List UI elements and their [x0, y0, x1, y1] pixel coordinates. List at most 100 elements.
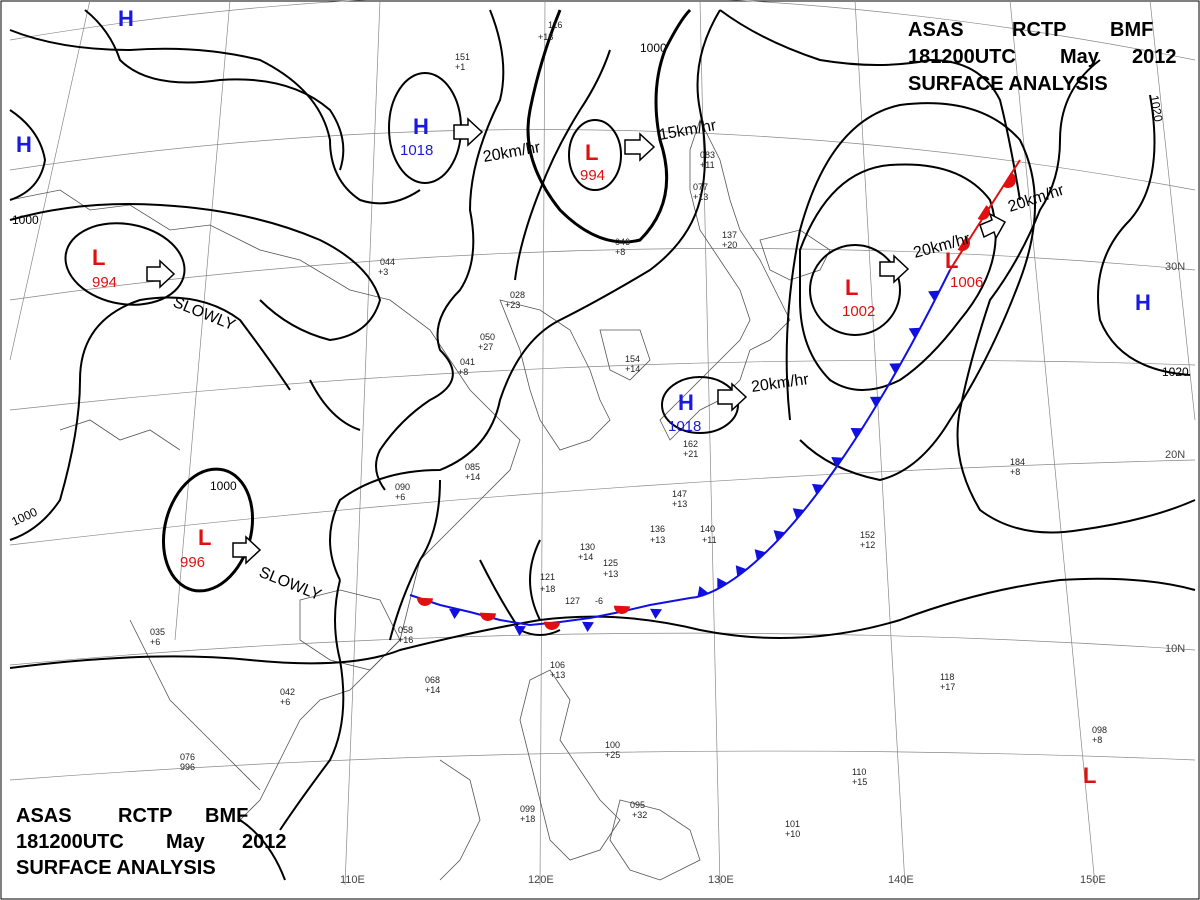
- header-top-title: SURFACE ANALYSIS: [908, 73, 1108, 95]
- station-value: +21: [683, 449, 698, 459]
- station-value: 996: [180, 762, 195, 772]
- isobar-label-1000-sw: 1000: [9, 505, 39, 529]
- station-value: +12: [860, 540, 875, 550]
- cold-front-triangle: [449, 608, 461, 619]
- motion-label: 20km/hr: [912, 230, 973, 262]
- station-value: 100: [605, 740, 620, 750]
- station-value: +32: [632, 810, 647, 820]
- warm-front-semicircle: [1003, 173, 1016, 188]
- header-bottom: ASAS RCTP BMF 181200UTC May 2012 SURFACE…: [16, 805, 287, 879]
- warm-front-semicircle: [977, 205, 991, 221]
- lat-label-30n: 30N: [1165, 261, 1185, 273]
- motion-label: 15km/hr: [658, 117, 719, 144]
- station-value: 106: [550, 660, 565, 670]
- warm-front-semicircle: [480, 612, 496, 621]
- station-value: 028: [510, 290, 525, 300]
- station-value: 083: [700, 150, 715, 160]
- station-value: 137: [722, 230, 737, 240]
- high-center-symbol: H: [118, 6, 134, 31]
- header-top-source: BMF: [1110, 19, 1153, 41]
- lon-label-120e: 120E: [528, 874, 554, 886]
- station-value: 090: [395, 482, 410, 492]
- cold-front-triangle: [735, 565, 747, 577]
- cold-front-triangle: [697, 585, 709, 598]
- header-top-source: ASAS: [908, 19, 964, 41]
- motion-arrow-3: [146, 259, 176, 289]
- motion-arrow-6: [879, 254, 910, 284]
- station-value: 152: [860, 530, 875, 540]
- station-value: 044: [380, 257, 395, 267]
- low-center-symbol: L: [92, 245, 105, 270]
- fronts: [409, 159, 1021, 636]
- cold-front-triangle: [908, 327, 921, 339]
- station-value: +11: [700, 160, 715, 170]
- warm-front: [949, 159, 1021, 271]
- station-value: 136: [650, 524, 665, 534]
- motion-arrows: [146, 117, 1007, 565]
- station-value: +14: [425, 685, 440, 695]
- low-center-symbol: L: [845, 275, 858, 300]
- cold-front-triangle: [792, 508, 805, 520]
- header-top: ASAS RCTP BMF 181200UTC May 2012 SURFACE…: [908, 19, 1177, 95]
- motion-label: 20km/hr: [750, 371, 810, 396]
- high-center-symbol: H: [16, 132, 32, 157]
- cold-front-triangle: [773, 530, 786, 542]
- cold-front-triangle: [582, 621, 594, 632]
- header-bottom-source: RCTP: [118, 805, 172, 827]
- station-value: +8: [615, 247, 625, 257]
- station-value: +8: [1092, 735, 1102, 745]
- warm-front-semicircle: [417, 597, 433, 606]
- isobar-label-1020-ne: 1020: [1147, 94, 1165, 123]
- header-top-source: RCTP: [1012, 19, 1066, 41]
- station-value: 116: [548, 20, 562, 30]
- cold-front-triangle: [514, 625, 526, 636]
- cold-front-triangle: [850, 428, 863, 439]
- station-value: 127: [565, 596, 580, 606]
- low-center-value: 994: [92, 274, 117, 291]
- station-value: 125: [603, 558, 618, 568]
- low-center-symbol: L: [1083, 763, 1096, 788]
- station-value: 058: [398, 625, 413, 635]
- isobar-label-1000-w: 1000: [12, 213, 39, 227]
- low-center-symbol: L: [945, 248, 958, 273]
- station-value: 041: [460, 357, 475, 367]
- station-value: 162: [683, 439, 698, 449]
- warm-front-semicircle: [957, 236, 971, 252]
- header-top-year: 2012: [1132, 46, 1177, 68]
- isobar-low-1002-inner: [809, 244, 901, 336]
- cold-front-triangle: [717, 577, 728, 590]
- lat-label-10n: 10N: [1165, 643, 1185, 655]
- station-value: 147: [672, 489, 687, 499]
- station-value: +14: [625, 364, 640, 374]
- station-value: 184: [1010, 457, 1025, 467]
- cold-front-triangle: [754, 549, 766, 561]
- warm-front-semicircle: [614, 605, 630, 614]
- station-value: 121: [540, 572, 555, 582]
- isobar-low-994-north: [568, 119, 622, 191]
- low-center-value: 994: [580, 167, 605, 184]
- motion-arrow-5: [717, 382, 748, 412]
- station-value: +6: [150, 637, 160, 647]
- station-value: +13: [603, 569, 618, 579]
- cold-front-triangle: [811, 483, 824, 495]
- warm-front-semicircle: [544, 621, 560, 630]
- header-bottom-source: ASAS: [16, 805, 72, 827]
- station-value: 077: [693, 182, 708, 192]
- header-top-time: 181200UTC: [908, 46, 1016, 68]
- lat-label-20n: 20N: [1165, 449, 1185, 461]
- station-value: 085: [465, 462, 480, 472]
- station-value: +6: [280, 697, 290, 707]
- station-value: +18: [520, 814, 535, 824]
- station-value: 151: [455, 52, 470, 62]
- station-value: 035: [150, 627, 165, 637]
- station-value: 068: [425, 675, 440, 685]
- station-value: +27: [478, 342, 493, 352]
- low-center-value: 1006: [950, 274, 983, 291]
- coastlines: [9, 118, 831, 881]
- station-value: +14: [578, 552, 593, 562]
- header-bottom-month: May: [166, 831, 206, 853]
- station-value: 095: [630, 800, 645, 810]
- header-bottom-title: SURFACE ANALYSIS: [16, 857, 216, 879]
